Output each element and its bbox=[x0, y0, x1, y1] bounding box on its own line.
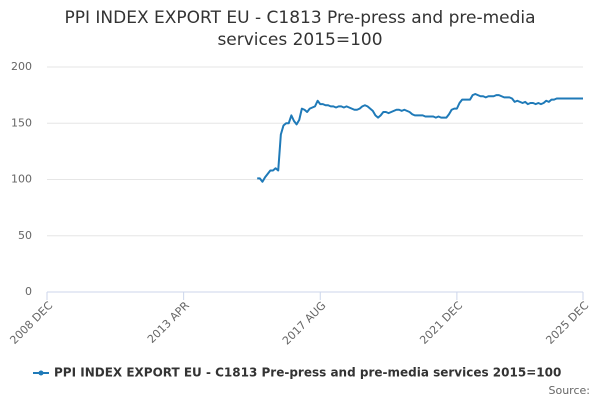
source: Source: bbox=[549, 384, 591, 397]
x-tick-label: 2008 DEC bbox=[7, 299, 55, 347]
y-tick-label: 0 bbox=[25, 285, 32, 298]
y-tick-label: 150 bbox=[11, 116, 32, 129]
x-tick-label: 2017 AUG bbox=[280, 299, 329, 348]
chart-title: PPI INDEX EXPORT EU - C1813 Pre-press an… bbox=[64, 8, 535, 50]
x-tick-label: 2013 APR bbox=[145, 299, 192, 346]
x-tick-label: 2021 DEC bbox=[417, 299, 465, 347]
y-tick-label: 100 bbox=[11, 173, 32, 186]
y-tick-label: 200 bbox=[11, 60, 32, 73]
legend-marker bbox=[38, 370, 44, 376]
x-tick-label: 2025 DEC bbox=[543, 299, 591, 347]
legend-label: PPI INDEX EXPORT EU - C1813 Pre-press an… bbox=[54, 366, 561, 380]
y-tick-label: 50 bbox=[18, 229, 32, 242]
series-line bbox=[257, 93, 583, 183]
